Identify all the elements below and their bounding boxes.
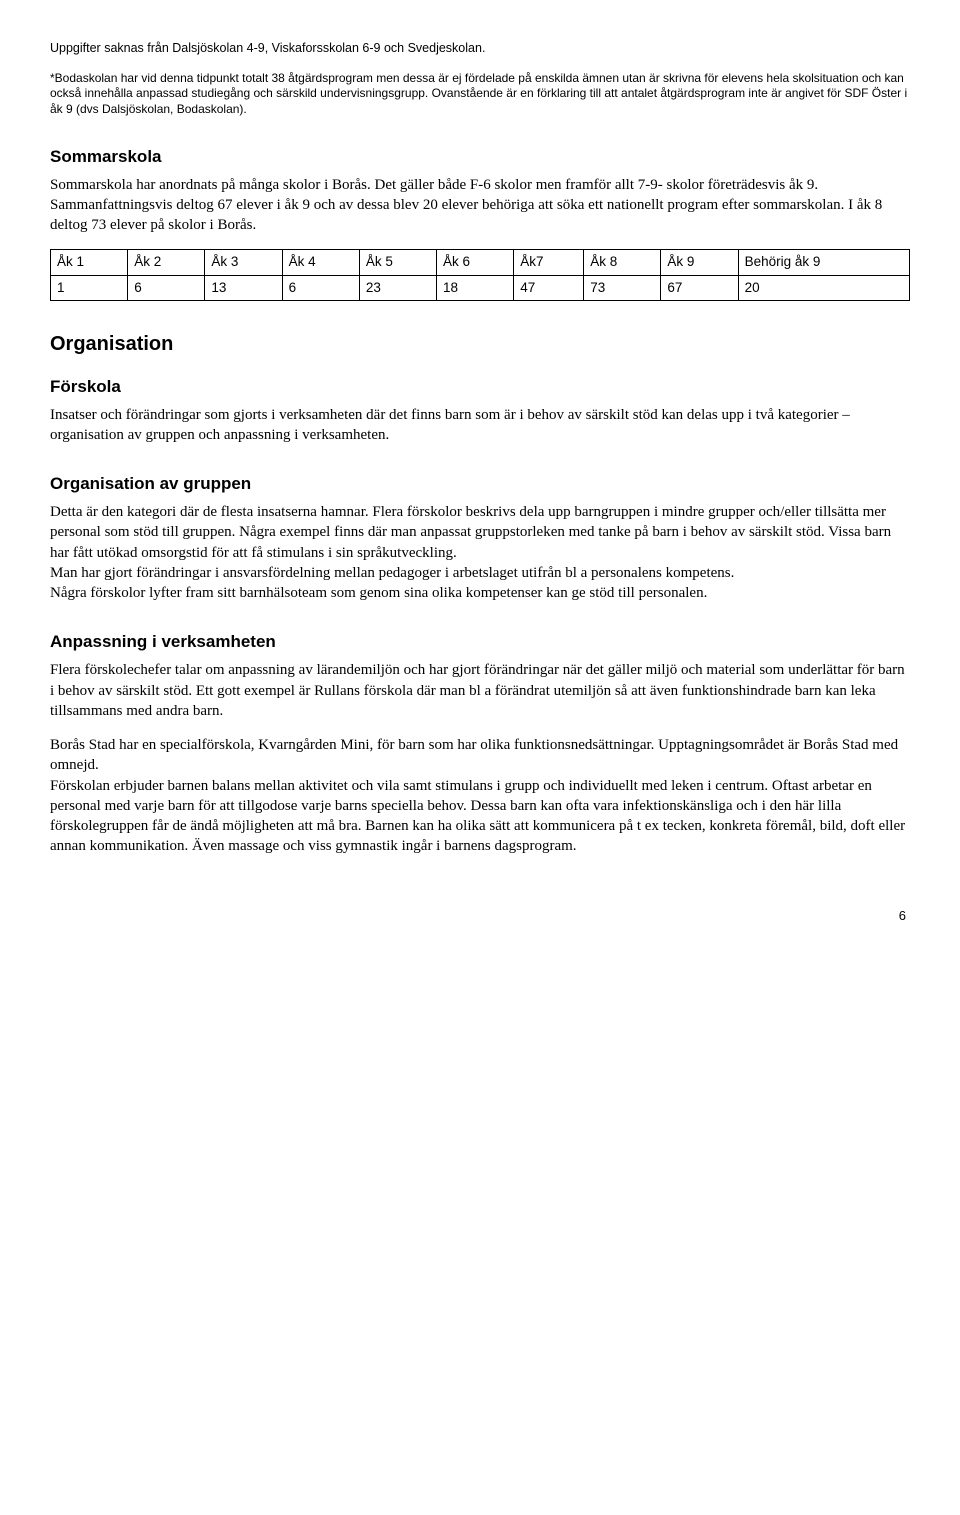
table-header: Åk 2 — [128, 250, 205, 275]
anpassning-p1: Flera förskolechefer talar om anpassning… — [50, 660, 910, 721]
organisation-heading: Organisation — [50, 331, 910, 358]
sommarskola-heading: Sommarskola — [50, 146, 910, 169]
table-cell: 13 — [205, 275, 282, 300]
bodaskolan-footnote: *Bodaskolan har vid denna tidpunkt total… — [50, 71, 910, 118]
org-av-gruppen-p3: Några förskolor lyfter fram sitt barnhäl… — [50, 583, 910, 603]
table-header: Åk 4 — [282, 250, 359, 275]
anpassning-heading: Anpassning i verksamheten — [50, 631, 910, 654]
anpassning-p3: Förskolan erbjuder barnen balans mellan … — [50, 776, 910, 857]
page-number: 6 — [50, 907, 910, 925]
table-header: Behörig åk 9 — [738, 250, 909, 275]
org-av-gruppen-p2: Man har gjort förändringar i ansvarsförd… — [50, 563, 910, 583]
table-header: Åk 3 — [205, 250, 282, 275]
org-av-gruppen-heading: Organisation av gruppen — [50, 473, 910, 496]
table-header: Åk 5 — [359, 250, 436, 275]
table-header: Åk 1 — [51, 250, 128, 275]
table-cell: 6 — [128, 275, 205, 300]
forskola-body: Insatser och förändringar som gjorts i v… — [50, 405, 910, 446]
table-header: Åk 8 — [584, 250, 661, 275]
table-header: Åk 9 — [661, 250, 738, 275]
table-cell: 20 — [738, 275, 909, 300]
forskola-heading: Förskola — [50, 376, 910, 399]
table-cell: 23 — [359, 275, 436, 300]
missing-data-note: Uppgifter saknas från Dalsjöskolan 4-9, … — [50, 40, 910, 57]
sommarskola-body: Sommarskola har anordnats på många skolo… — [50, 175, 910, 236]
table-header-row: Åk 1 Åk 2 Åk 3 Åk 4 Åk 5 Åk 6 Åk7 Åk 8 Å… — [51, 250, 910, 275]
table-cell: 73 — [584, 275, 661, 300]
table-cell: 1 — [51, 275, 128, 300]
table-cell: 18 — [437, 275, 514, 300]
table-cell: 6 — [282, 275, 359, 300]
table-cell: 47 — [514, 275, 584, 300]
sommarskola-table: Åk 1 Åk 2 Åk 3 Åk 4 Åk 5 Åk 6 Åk7 Åk 8 Å… — [50, 249, 910, 300]
table-row: 1 6 13 6 23 18 47 73 67 20 — [51, 275, 910, 300]
table-header: Åk 6 — [437, 250, 514, 275]
table-header: Åk7 — [514, 250, 584, 275]
org-av-gruppen-p1: Detta är den kategori där de flesta insa… — [50, 502, 910, 563]
table-cell: 67 — [661, 275, 738, 300]
anpassning-p2: Borås Stad har en specialförskola, Kvarn… — [50, 735, 910, 776]
